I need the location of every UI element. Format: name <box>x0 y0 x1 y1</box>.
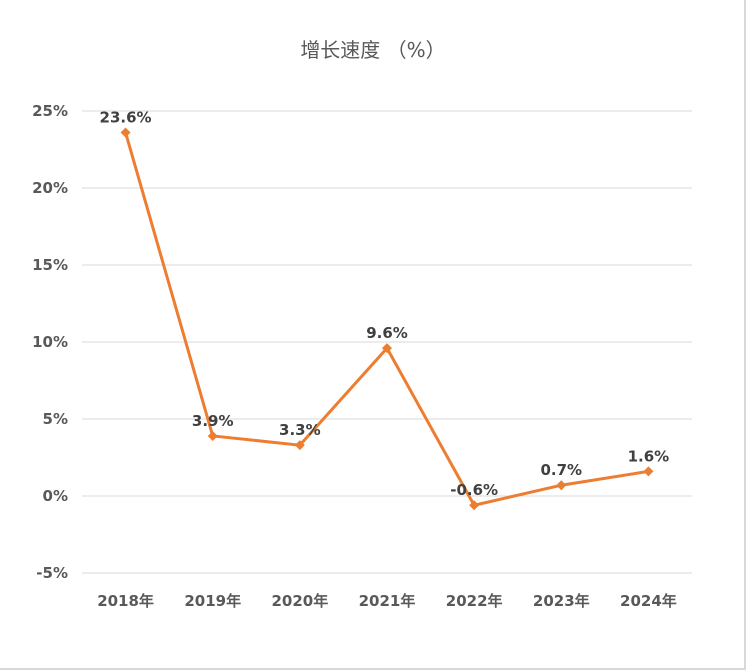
chart-title: 增长速度 （%） <box>300 38 446 62</box>
data-label: 1.6% <box>628 447 670 465</box>
data-label: 0.7% <box>540 461 582 479</box>
x-tick-label: 2024年 <box>620 592 677 610</box>
x-axis-ticks: 2018年 2019年 2020年 2021年 2022年 2023年 2024年 <box>97 592 677 610</box>
data-point-marker <box>556 480 567 491</box>
data-label: 3.9% <box>192 412 234 430</box>
gridlines <box>82 110 692 574</box>
x-tick-label: 2020年 <box>271 592 328 610</box>
x-tick-label: 2022年 <box>446 592 503 610</box>
marker-layer <box>120 127 654 511</box>
data-point-marker <box>382 343 392 354</box>
data-point-marker <box>120 127 131 138</box>
data-label: 3.3% <box>279 421 321 439</box>
data-label: 23.6% <box>100 109 152 127</box>
x-tick-label: 2018年 <box>97 592 154 610</box>
data-point-marker <box>207 430 218 441</box>
data-label: 9.6% <box>366 324 408 342</box>
x-tick-label: 2021年 <box>359 592 416 610</box>
data-point-marker <box>643 466 654 477</box>
y-axis-ticks: 25% 20% 15% 10% 5% 0% -5% <box>32 102 68 582</box>
y-tick-label: -5% <box>36 564 68 582</box>
y-tick-label: 10% <box>32 333 68 351</box>
data-point-marker <box>469 500 480 511</box>
data-labels: 23.6% 3.9% 3.3% 9.6% -0.6% 0.7% 1.6% <box>100 109 670 500</box>
x-tick-label: 2019年 <box>184 592 241 610</box>
y-tick-label: 5% <box>43 410 68 428</box>
data-point-marker <box>294 440 305 451</box>
x-tick-label: 2023年 <box>533 592 590 610</box>
y-tick-label: 20% <box>32 179 68 197</box>
data-label: -0.6% <box>450 481 498 499</box>
y-tick-label: 25% <box>32 102 68 120</box>
y-tick-label: 0% <box>43 487 68 505</box>
y-tick-label: 15% <box>32 256 68 274</box>
